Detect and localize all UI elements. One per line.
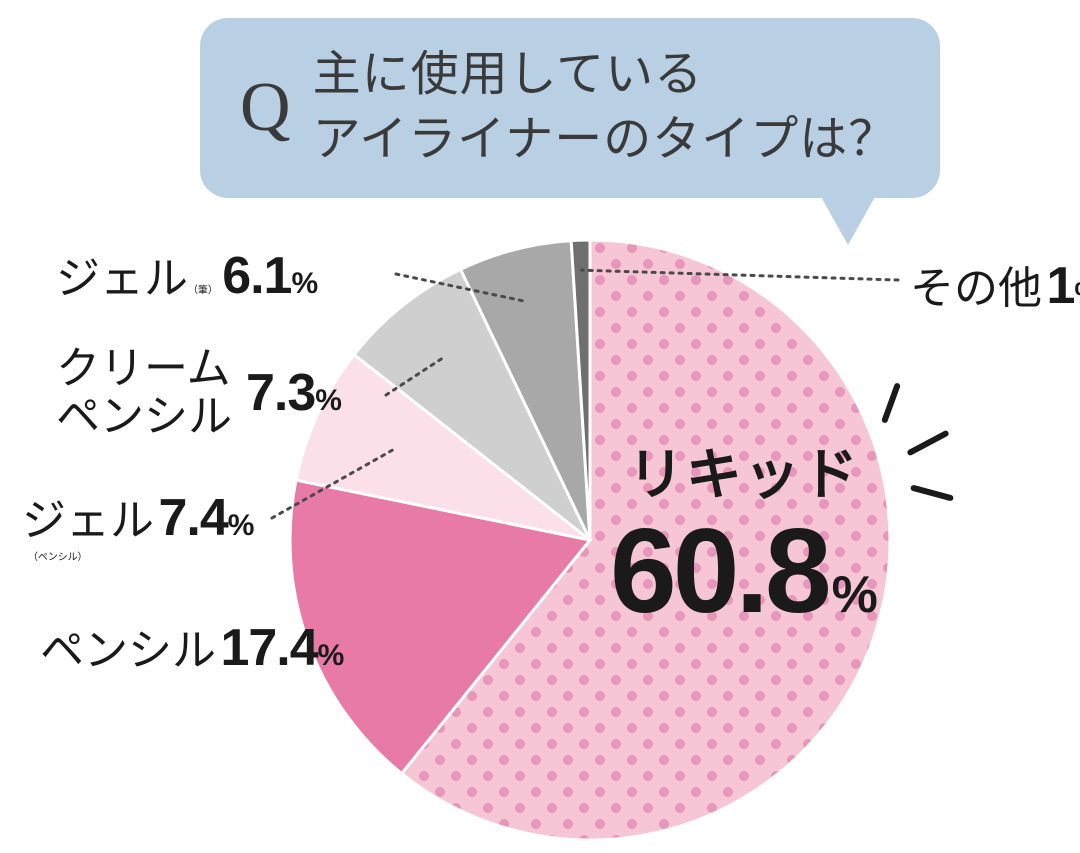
slice-label-gel_pencil: ジェル 7.4%（ペンシル） xyxy=(22,490,254,565)
slice-label-liquid: リキッド 60.8% xyxy=(610,430,878,631)
slice-label-gel_brush: ジェル（筆） 6.1% xyxy=(56,248,318,305)
slice-label-other: その他 1% xyxy=(910,258,1080,315)
slice-label-pencil: ペンシル 17.4% xyxy=(40,620,344,677)
slice-name-liquid: リキッド xyxy=(610,430,878,511)
chart-stage: Q 主に使用している アイライナーのタイプは？ リキッド 60.8% ペンシル … xyxy=(0,0,1080,853)
slice-value-liquid: 60.8% xyxy=(610,511,878,631)
slice-label-cream_pencil: クリームペンシル7.3% xyxy=(56,345,342,442)
